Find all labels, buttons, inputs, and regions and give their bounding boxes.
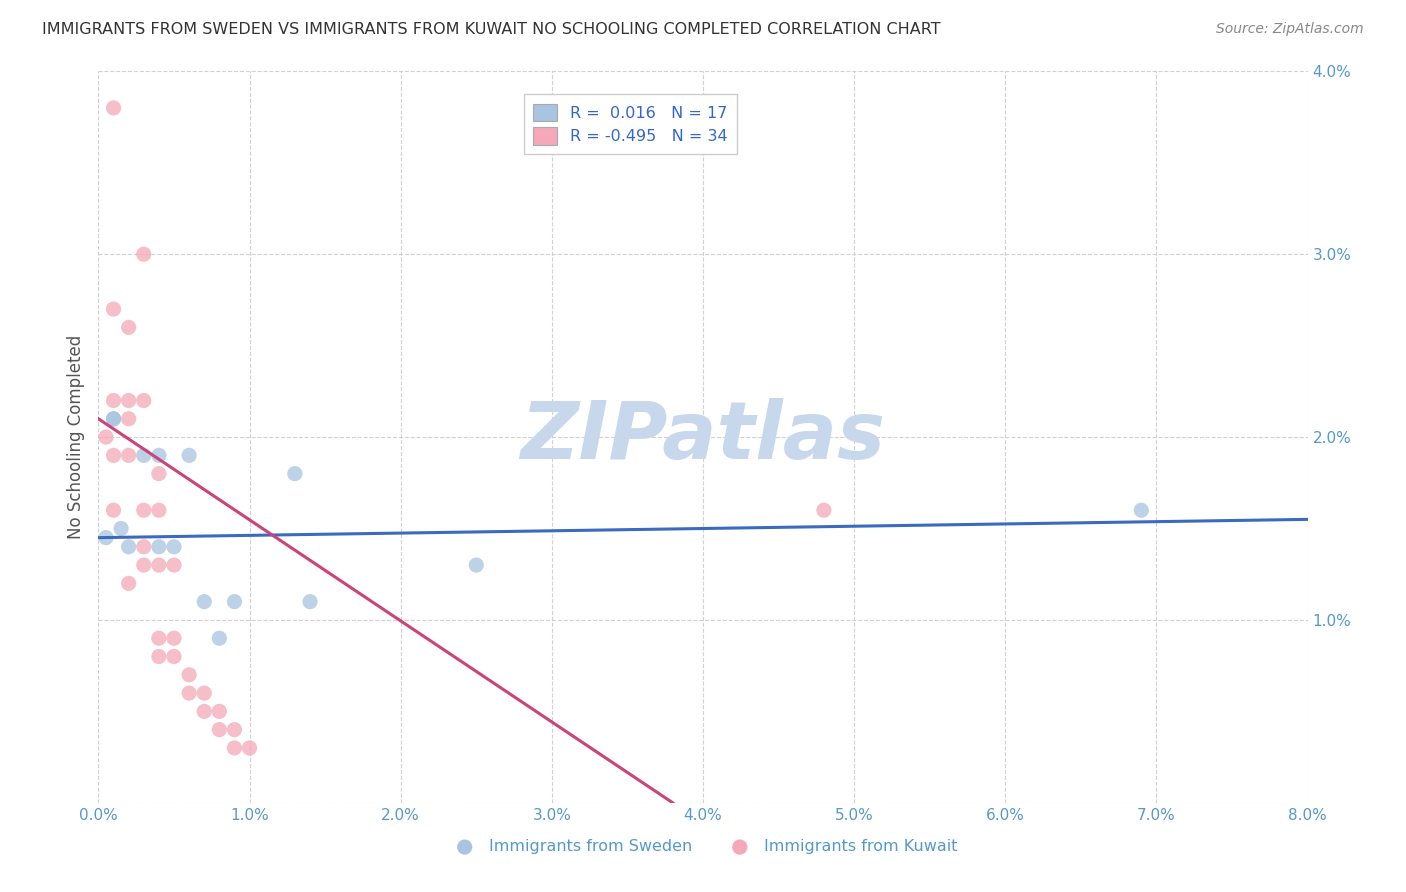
- Point: [193, 686, 215, 700]
- Point: [179, 449, 201, 463]
- Point: [132, 449, 155, 463]
- Point: [118, 449, 141, 463]
- Point: [118, 540, 141, 554]
- Point: [110, 521, 132, 535]
- Point: [163, 632, 186, 646]
- Point: [148, 540, 170, 554]
- Point: [132, 540, 155, 554]
- Point: [132, 393, 155, 408]
- Point: [132, 558, 155, 573]
- Point: [94, 531, 117, 545]
- Point: [224, 723, 246, 737]
- Point: [148, 558, 170, 573]
- Point: [1130, 503, 1153, 517]
- Point: [103, 412, 125, 426]
- Point: [208, 632, 231, 646]
- Point: [179, 667, 201, 681]
- Text: Source: ZipAtlas.com: Source: ZipAtlas.com: [1216, 22, 1364, 37]
- Point: [179, 686, 201, 700]
- Point: [103, 503, 125, 517]
- Legend: Immigrants from Sweden, Immigrants from Kuwait: Immigrants from Sweden, Immigrants from …: [443, 833, 963, 861]
- Point: [465, 558, 488, 573]
- Point: [224, 595, 246, 609]
- Y-axis label: No Schooling Completed: No Schooling Completed: [66, 335, 84, 539]
- Point: [148, 503, 170, 517]
- Point: [118, 393, 141, 408]
- Point: [132, 247, 155, 261]
- Point: [103, 101, 125, 115]
- Point: [193, 705, 215, 719]
- Point: [118, 320, 141, 334]
- Point: [103, 449, 125, 463]
- Point: [132, 503, 155, 517]
- Text: ZIPatlas: ZIPatlas: [520, 398, 886, 476]
- Point: [118, 412, 141, 426]
- Point: [148, 632, 170, 646]
- Point: [163, 558, 186, 573]
- Point: [103, 393, 125, 408]
- Point: [813, 503, 835, 517]
- Point: [239, 740, 262, 755]
- Point: [163, 649, 186, 664]
- Point: [208, 723, 231, 737]
- Point: [193, 595, 215, 609]
- Point: [148, 449, 170, 463]
- Point: [118, 576, 141, 591]
- Point: [103, 302, 125, 317]
- Point: [208, 705, 231, 719]
- Point: [224, 740, 246, 755]
- Point: [148, 467, 170, 481]
- Point: [299, 595, 322, 609]
- Point: [94, 430, 117, 444]
- Point: [284, 467, 307, 481]
- Point: [103, 412, 125, 426]
- Point: [148, 649, 170, 664]
- Point: [163, 540, 186, 554]
- Text: IMMIGRANTS FROM SWEDEN VS IMMIGRANTS FROM KUWAIT NO SCHOOLING COMPLETED CORRELAT: IMMIGRANTS FROM SWEDEN VS IMMIGRANTS FRO…: [42, 22, 941, 37]
